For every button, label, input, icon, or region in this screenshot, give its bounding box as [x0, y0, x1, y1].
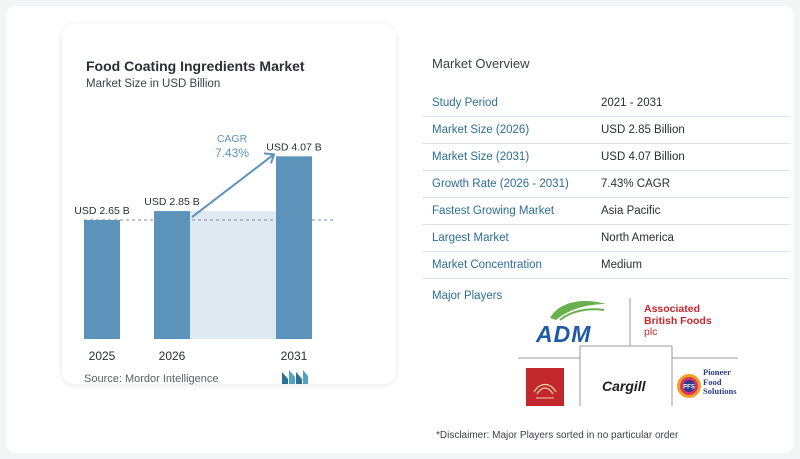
row-value: 2021 - 2031 [601, 97, 663, 109]
x-tick-2026: 2026 [159, 349, 186, 363]
players-grid [518, 298, 738, 406]
data-label-2025: USD 2.65 B [74, 205, 129, 217]
table-row: Market Size (2031) USD 4.07 Billion [422, 144, 790, 171]
mordor-logo-icon [282, 370, 308, 384]
row-value: USD 4.07 Billion [601, 151, 685, 163]
row-key: Fastest Growing Market [432, 205, 555, 217]
row-value: 7.43% CAGR [601, 178, 671, 190]
table-row: Study Period 2021 - 2031 [422, 90, 790, 117]
cagr-label: CAGR [217, 133, 248, 145]
pfs-logo-icon: PFS [677, 374, 701, 398]
major-players-label: Major Players [432, 290, 503, 302]
cagr-value: 7.43% [215, 146, 249, 160]
chart-source: Source: Mordor Intelligence [84, 373, 219, 385]
pfs-line-2: Food [703, 376, 722, 387]
data-label-2031: USD 4.07 B [266, 141, 321, 153]
row-value: Medium [601, 259, 642, 271]
table-row: Largest Market North America [422, 225, 790, 252]
pfs-logo: Pioneer Food Solutions [703, 367, 737, 397]
row-key: Market Concentration [432, 259, 542, 271]
chart-card: USD 2.65 B 2025 USD 2.85 B 2026 USD 4.07 B 20… [62, 24, 396, 385]
overview-title: Market Overview [432, 56, 530, 71]
row-key: Growth Rate (2026 - 2031) [432, 178, 569, 190]
pfs-line-1: Pioneer [703, 367, 731, 377]
bar-2026 [154, 211, 190, 339]
abf-line-2: British Foods [644, 314, 712, 327]
adm-leaf-icon [550, 300, 606, 321]
row-value: USD 2.85 Billion [601, 124, 685, 136]
chart-title: Food Coating Ingredients Market [86, 58, 305, 74]
x-tick-2025: 2025 [89, 349, 116, 363]
x-tick-2031: 2031 [281, 349, 308, 363]
data-label-2026: USD 2.85 B [144, 196, 199, 208]
table-row: Market Concentration Medium [422, 252, 790, 279]
adm-logo: ADM [536, 321, 592, 347]
row-value: North America [601, 232, 674, 244]
table-row: Growth Rate (2026 - 2031) 7.43% CAGR [422, 171, 790, 198]
overview-table: Study Period 2021 - 2031 Market Size (20… [422, 90, 790, 279]
row-key: Study Period [432, 97, 498, 109]
table-row: Fastest Growing Market Asia Pacific [422, 198, 790, 225]
abf-line-3: plc [644, 326, 658, 338]
major-players-logos: ADM Associated British Foods plc Cargill… [518, 296, 738, 408]
bar-chart: USD 2.65 B 2025 USD 2.85 B 2026 USD 4.07 B 20… [74, 133, 334, 363]
cargill-logo: Cargill [602, 378, 646, 394]
abf-logo: Associated British Foods plc [644, 303, 712, 339]
pfs-line-3: Solutions [703, 386, 737, 396]
row-value: Asia Pacific [601, 205, 661, 217]
row-key: Market Size (2031) [432, 151, 530, 163]
cagr-arrow-head [263, 152, 276, 164]
table-row: Market Size (2026) USD 2.85 Billion [422, 117, 790, 144]
report-panel: USD 2.65 B 2025 USD 2.85 B 2026 USD 4.07 B 20… [6, 6, 794, 453]
cagr-arrow-line [191, 153, 275, 218]
abf-line-1: Associated [644, 303, 701, 315]
row-key: Largest Market [432, 232, 509, 244]
bar-2025 [84, 220, 120, 339]
chart-subtitle: Market Size in USD Billion [86, 78, 221, 90]
bar-2031 [276, 156, 312, 339]
growth-band [190, 211, 276, 339]
pfs-badge-text: PFS [683, 385, 695, 391]
disclaimer: *Disclaimer: Major Players sorted in no … [436, 430, 679, 441]
red-seal-logo-icon [526, 368, 564, 406]
row-key: Market Size (2026) [432, 124, 530, 136]
